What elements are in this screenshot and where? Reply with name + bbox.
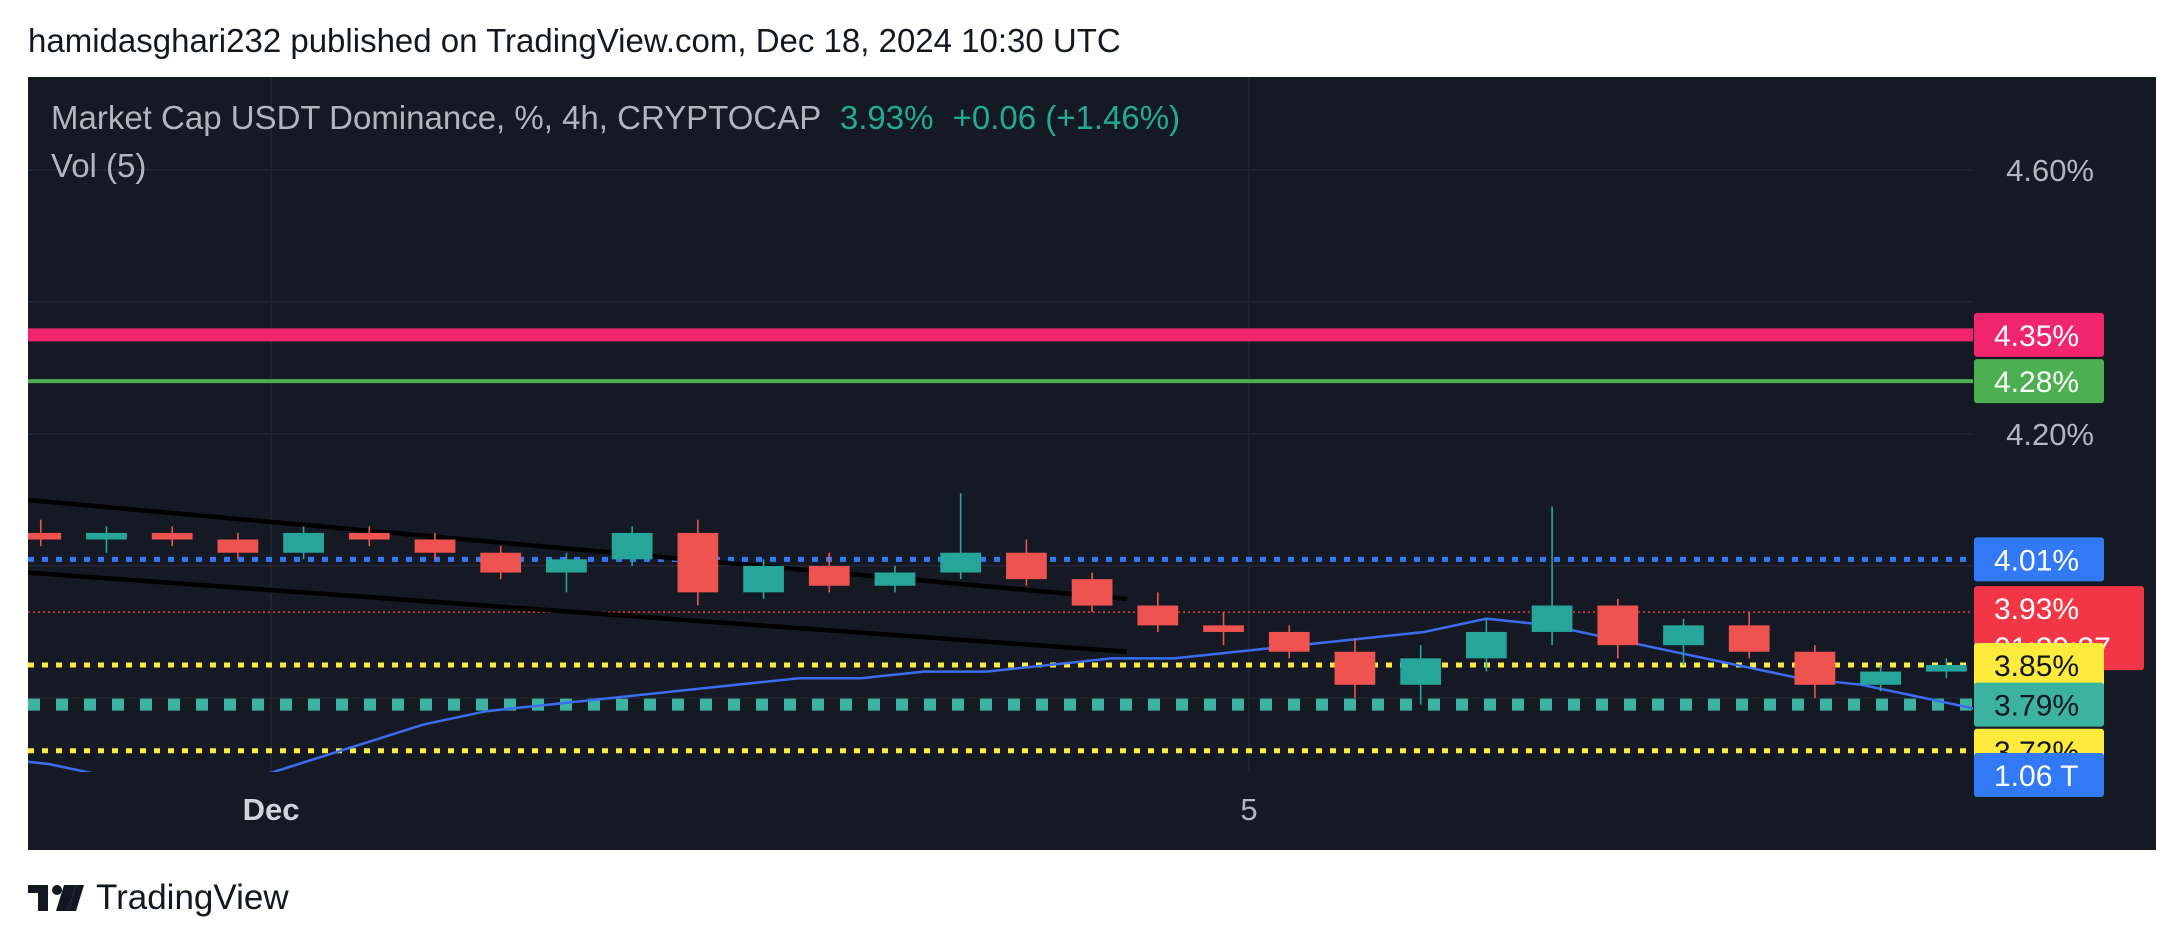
x-tick-label: 5	[1240, 792, 1257, 827]
candle-body	[1597, 605, 1639, 646]
candle-body	[283, 532, 324, 553]
x-tick-label: Dec	[243, 792, 300, 827]
volume-value-label: 1.06 T	[1994, 760, 2079, 793]
candle-body	[1006, 552, 1047, 580]
candle-body	[1334, 651, 1376, 685]
price-label-tag	[1974, 312, 2104, 357]
candle-body	[28, 532, 62, 540]
candle-body	[1400, 658, 1442, 685]
candle-body	[1071, 579, 1113, 606]
y-tick-label: 4.60%	[2006, 153, 2094, 188]
horizontal-lines	[28, 328, 1973, 754]
candle-body	[1465, 631, 1507, 659]
grid	[28, 77, 1973, 772]
candle-body	[874, 572, 916, 586]
candle-body	[414, 539, 456, 553]
candle-body	[480, 552, 522, 573]
candle-body	[86, 532, 127, 540]
y-tick-label: 4.20%	[2006, 417, 2094, 452]
tradingview-logo-icon	[28, 885, 84, 911]
price-label: 4.01%	[1994, 544, 2079, 577]
price-label: 3.79%	[1994, 690, 2079, 723]
price-label-tag	[1974, 642, 2104, 687]
price-label-tag	[1974, 537, 2104, 582]
trendline	[28, 497, 1127, 602]
price-label: 3.93%	[1994, 593, 2079, 626]
chart-panel[interactable]: 4.60%4.20%4.35%4.28%4.01%3.93%01:29:273.…	[28, 77, 2156, 850]
price-label-tag	[1974, 682, 2104, 727]
candle-body	[1794, 651, 1836, 685]
candle-body	[611, 532, 653, 560]
footer: TradingView	[28, 878, 289, 918]
candle-body	[1137, 605, 1179, 626]
candle-body	[743, 565, 784, 593]
price-change: +0.06 (+1.46%)	[952, 99, 1181, 136]
time-scale-bg	[28, 772, 1973, 850]
volume-tag	[1974, 753, 2104, 797]
candle-body	[1203, 625, 1244, 632]
price-label: 4.35%	[1994, 320, 2079, 353]
price-label: 3.85%	[1994, 650, 2079, 683]
volume-legend: Vol (5)	[51, 147, 147, 184]
last-price: 3.93%	[839, 99, 934, 136]
candles	[28, 493, 2156, 705]
candle-body	[151, 532, 193, 540]
symbol-legend: Market Cap USDT Dominance, %, 4h, CRYPTO…	[51, 99, 1180, 137]
price-label-tag	[1974, 359, 2104, 404]
candle-body	[808, 565, 850, 586]
candle-body	[348, 532, 390, 540]
candle-body	[1925, 664, 1967, 672]
candle-body	[1663, 625, 1704, 646]
trendline	[28, 570, 1127, 655]
candle-body	[940, 552, 982, 573]
symbol-name: Market Cap USDT Dominance, %, 4h, CRYPTO…	[51, 99, 821, 136]
brand-name: TradingView	[96, 878, 289, 917]
candle-body	[1728, 625, 1770, 652]
candle-body	[546, 559, 587, 573]
publish-header: hamidasghari232 published on TradingView…	[28, 22, 1121, 59]
candle-body	[1268, 631, 1310, 652]
candle-body	[1531, 605, 1573, 632]
candle-body	[217, 539, 259, 553]
candle-body	[1860, 671, 1901, 685]
time-axis: Dec59162327	[243, 792, 1258, 827]
price-chart[interactable]: 4.60%4.20%4.35%4.28%4.01%3.93%01:29:273.…	[28, 77, 2156, 850]
candle-body	[677, 532, 719, 593]
price-axis: 4.60%4.20%4.35%4.28%4.01%3.93%01:29:273.…	[1974, 153, 2144, 797]
price-label: 4.28%	[1994, 366, 2079, 399]
